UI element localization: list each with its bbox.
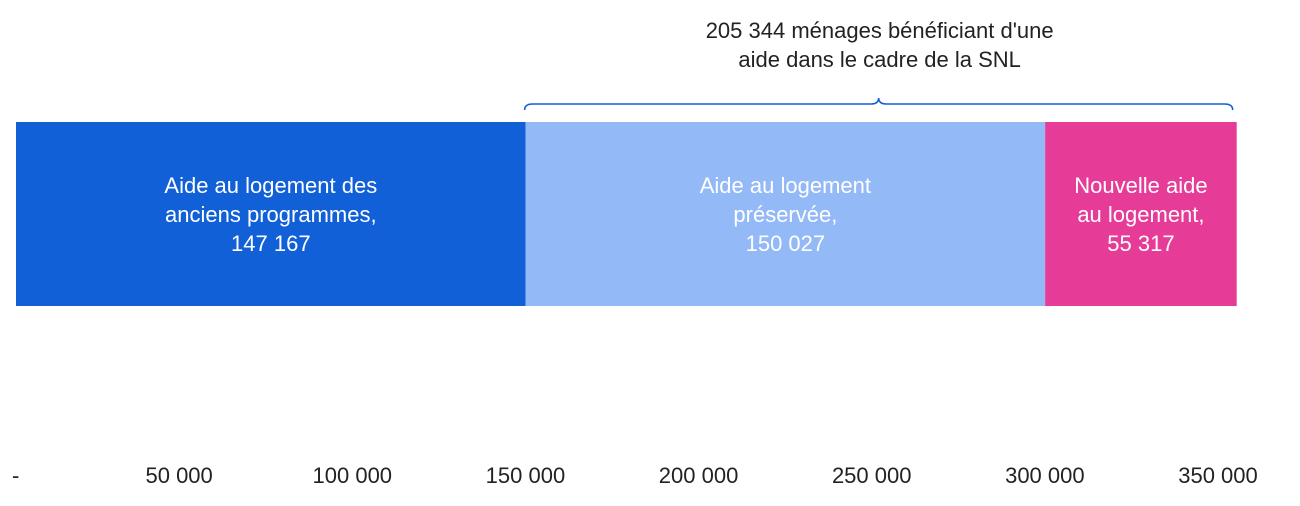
brace-shape xyxy=(523,97,1234,111)
annotation-brace: 205 344 ménages bénéficiant d'une aide da… xyxy=(523,18,1234,111)
x-tick-label: 100 000 xyxy=(313,463,393,488)
annotation-label: 205 344 ménages bénéficiant d'une aide da… xyxy=(706,18,1054,72)
annotation-line: 205 344 ménages bénéficiant d'une xyxy=(706,18,1054,43)
segment-label-2: Aide au logement préservée, 150 027 xyxy=(700,173,871,256)
x-tick-label: 300 000 xyxy=(1005,463,1085,488)
segment-label-line: anciens programmes, xyxy=(165,202,377,227)
segment-label-3: Nouvelle aide au logement, 55 317 xyxy=(1074,173,1207,256)
annotation-line: aide dans le cadre de la SNL xyxy=(738,47,1021,72)
segment-label-line: 150 027 xyxy=(746,231,826,256)
x-tick-label: 50 000 xyxy=(145,463,212,488)
segment-label-line: 55 317 xyxy=(1107,231,1174,256)
bar-segment-2 xyxy=(525,122,1046,306)
bar-segment-1 xyxy=(16,122,526,306)
x-tick-label: 200 000 xyxy=(659,463,739,488)
bar-segment-3 xyxy=(1045,122,1237,306)
segment-label-line: Aide au logement des xyxy=(164,173,377,198)
x-tick-label: - xyxy=(12,463,19,488)
segment-label-group: Aide au logement des anciens programmes, 1… xyxy=(164,173,1207,256)
bar-group xyxy=(16,122,1237,306)
segment-label-line: préservée, xyxy=(733,202,837,227)
segment-label-1: Aide au logement des anciens programmes, 1… xyxy=(164,173,377,256)
segment-label-line: au logement, xyxy=(1077,202,1204,227)
x-tick-label: 350 000 xyxy=(1178,463,1258,488)
x-tick-label: 250 000 xyxy=(832,463,912,488)
segment-label-line: 147 167 xyxy=(231,231,311,256)
x-axis: - 50 000 100 000 150 000 200 000 250 000 300 0… xyxy=(12,463,1258,488)
x-tick-label: 150 000 xyxy=(486,463,566,488)
segment-label-line: Nouvelle aide xyxy=(1074,173,1207,198)
segment-label-line: Aide au logement xyxy=(700,173,871,198)
